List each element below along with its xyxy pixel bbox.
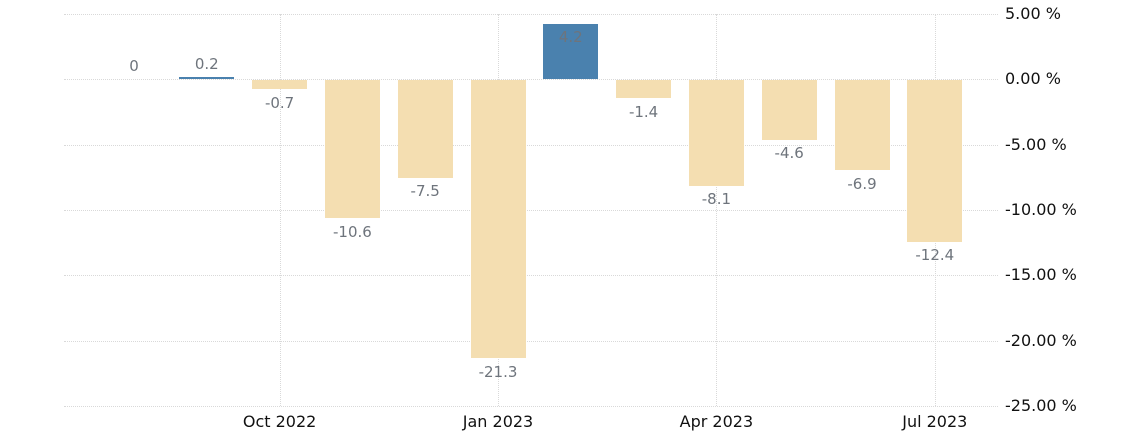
bar-value-label: 0 bbox=[129, 57, 139, 76]
bar-nov-2022[interactable] bbox=[324, 79, 380, 219]
h-gridline bbox=[64, 14, 998, 15]
x-axis-tick-label: Jan 2023 bbox=[462, 412, 534, 431]
bar-feb-2023[interactable] bbox=[543, 24, 599, 80]
h-gridline bbox=[64, 275, 998, 277]
x-axis-tick-label: Apr 2023 bbox=[679, 412, 754, 431]
h-gridline bbox=[64, 210, 998, 211]
h-gridline bbox=[64, 79, 998, 81]
y-axis-tick-label: -10.00 % bbox=[1005, 200, 1077, 219]
x-axis-tick-label: Jul 2023 bbox=[902, 412, 968, 431]
y-axis-tick-label: -25.00 % bbox=[1005, 396, 1077, 415]
y-axis-tick-label: -15.00 % bbox=[1005, 265, 1077, 285]
h-gridline bbox=[64, 406, 998, 407]
bar-jul-2023[interactable] bbox=[907, 79, 963, 242]
bar-apr-2023[interactable] bbox=[688, 79, 744, 186]
bar-value-label: -21.3 bbox=[478, 362, 518, 381]
bar-sep-2022[interactable] bbox=[179, 76, 235, 80]
bar-may-2023[interactable] bbox=[761, 79, 817, 140]
bar-dec-2022[interactable] bbox=[397, 79, 453, 178]
v-gridline bbox=[279, 14, 281, 406]
bar-value-label: -12.4 bbox=[915, 246, 955, 265]
bar-mar-2023[interactable] bbox=[616, 79, 672, 99]
y-axis-tick-label: -5.00 % bbox=[1005, 134, 1067, 154]
y-axis-tick-label: 5.00 % bbox=[1005, 4, 1061, 23]
bar-value-label: -8.1 bbox=[701, 190, 732, 209]
h-gridline bbox=[64, 144, 998, 146]
bar-value-label: -7.5 bbox=[410, 182, 440, 201]
v-gridline bbox=[716, 14, 718, 406]
bar-value-label: -1.4 bbox=[628, 102, 659, 121]
y-axis-tick-label: -20.00 % bbox=[1005, 330, 1077, 350]
bar-jun-2023[interactable] bbox=[834, 79, 890, 170]
bar-value-label: -10.6 bbox=[332, 222, 372, 241]
bar-value-label: -4.6 bbox=[774, 144, 804, 163]
y-axis-tick-label: 0.00 % bbox=[1005, 69, 1061, 89]
bar-jan-2023[interactable] bbox=[470, 79, 526, 359]
bar-value-label: -6.9 bbox=[847, 174, 877, 193]
h-gridline bbox=[64, 340, 998, 342]
bar-oct-2022[interactable] bbox=[252, 79, 308, 89]
bar-value-label: 0.2 bbox=[194, 54, 219, 73]
x-axis-tick-label: Oct 2022 bbox=[242, 412, 317, 431]
bar-value-label: 4.2 bbox=[558, 28, 583, 47]
bar-value-label: -0.7 bbox=[264, 93, 295, 112]
